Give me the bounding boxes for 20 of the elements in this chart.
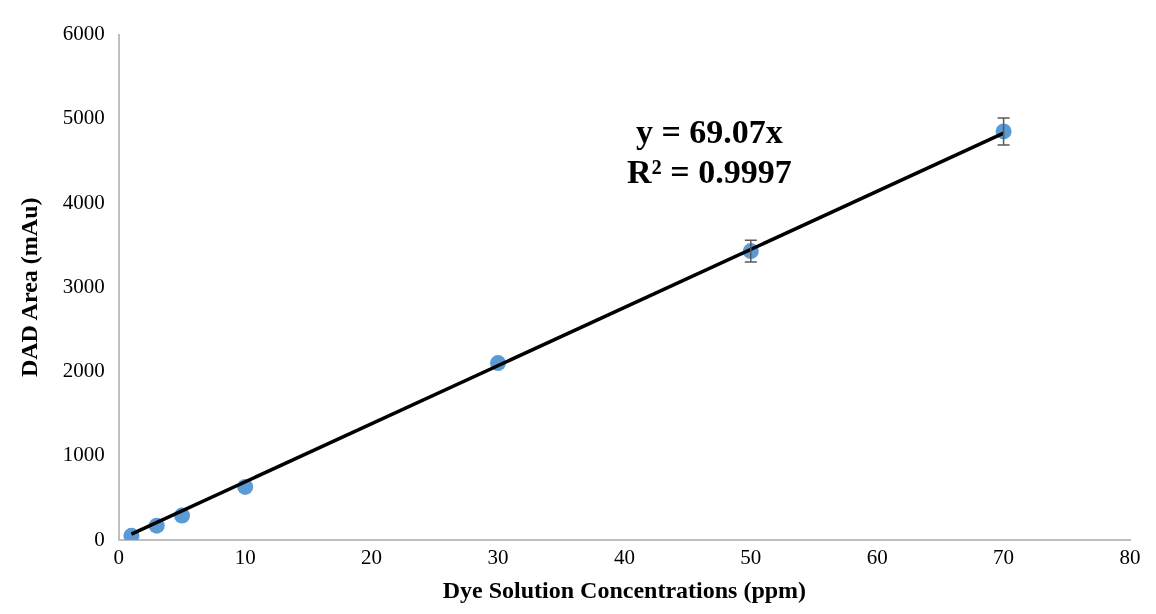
x-tick-label: 10 bbox=[234, 545, 256, 570]
y-tick-label: 3000 bbox=[62, 273, 105, 298]
x-tick-label: 80 bbox=[1119, 545, 1141, 570]
x-tick-label: 50 bbox=[740, 545, 762, 570]
x-tick-label: 0 bbox=[113, 545, 125, 570]
y-tick-label: 0 bbox=[94, 526, 105, 551]
x-tick-label: 20 bbox=[361, 545, 383, 570]
y-axis-title: DAD Area (mAu) bbox=[15, 197, 42, 378]
y-tick-label: 1000 bbox=[62, 442, 105, 467]
x-tick-label: 70 bbox=[993, 545, 1015, 570]
annotation: y = 69.07x bbox=[635, 113, 783, 151]
y-tick-label: 6000 bbox=[62, 21, 105, 46]
x-tick-label: 40 bbox=[613, 545, 635, 570]
x-tick-label: 30 bbox=[487, 545, 509, 570]
annotation: R² = 0.9997 bbox=[627, 153, 792, 191]
y-tick-label: 4000 bbox=[62, 189, 105, 214]
x-axis-title: Dye Solution Concentrations (ppm) bbox=[442, 576, 807, 603]
y-tick-label: 5000 bbox=[62, 105, 105, 130]
y-tick-label: 2000 bbox=[62, 358, 105, 383]
x-tick-label: 60 bbox=[866, 545, 888, 570]
